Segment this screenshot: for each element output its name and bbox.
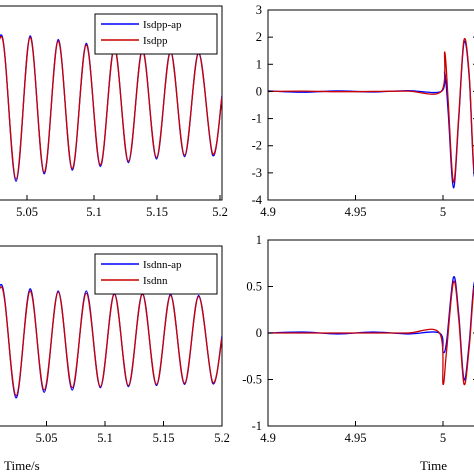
x-tick-label: 4.9 <box>260 431 276 445</box>
x-tick-label: 5.1 <box>97 431 113 445</box>
series-line-Isdnn <box>0 286 222 397</box>
y-tick-label: 0.5 <box>246 280 262 294</box>
legend-entry-label: Isdpp-ap <box>143 19 182 31</box>
legend-box <box>94 13 218 55</box>
series-line-trace-1 <box>268 40 474 189</box>
x-axis-label: Time <box>420 458 447 473</box>
x-tick-label: 4.95 <box>345 431 367 445</box>
legend: Isdpp-ap Isdpp <box>94 13 218 55</box>
plot-frame <box>0 5 223 201</box>
series-line-trace-2 <box>268 37 474 184</box>
x-tick-label: 5.2 <box>212 205 228 219</box>
x-tick-label: 4.95 <box>345 205 367 219</box>
x-tick-label: 5.15 <box>153 431 175 445</box>
x-tick-label: 5.15 <box>146 205 168 219</box>
x-axis-label: Time/s <box>4 458 40 473</box>
x-tick-label: 5.05 <box>16 205 38 219</box>
legend: Isdnn-ap Isdnn <box>94 253 218 295</box>
series-line-Isdpp <box>0 36 222 180</box>
y-tick-label: -4 <box>252 193 263 207</box>
panel-bottom-left: 5.05 5.1 5.15 5.2 Time/s Isdnn-ap Isdnn <box>0 245 230 473</box>
legend-entry-label: Isdnn <box>143 275 168 287</box>
legend-entry-label: Isdpp <box>143 35 168 47</box>
y-tick-label: 1 <box>256 57 262 71</box>
x-tick-label: 5 <box>440 431 446 445</box>
legend-entry-label: Isdnn-ap <box>143 259 182 271</box>
x-tick-label: 5.2 <box>214 431 230 445</box>
x-tick-label: 5.05 <box>36 431 58 445</box>
y-tick-label: -3 <box>252 166 262 180</box>
series-line-trace-2 <box>268 280 474 386</box>
panel-top-left: 5.05 5.1 5.15 5.2 Isdpp-ap Isdpp <box>0 5 228 219</box>
y-tick-label: -1 <box>252 419 262 433</box>
y-tick-label: -0.5 <box>242 373 262 387</box>
y-tick-label: 0 <box>256 326 262 340</box>
y-tick-label: 0 <box>256 84 262 98</box>
y-tick-label: 1 <box>256 233 262 247</box>
legend-box <box>94 253 218 295</box>
y-tick-label: 2 <box>256 30 262 44</box>
plot-frame <box>267 9 474 201</box>
y-tick-label: 3 <box>256 3 262 17</box>
y-tick-label: -2 <box>252 139 262 153</box>
x-tick-label: 4.9 <box>260 205 276 219</box>
x-tick-label: 5.1 <box>86 205 102 219</box>
x-tick-label: 5 <box>440 205 446 219</box>
y-tick-label: -1 <box>252 112 262 126</box>
